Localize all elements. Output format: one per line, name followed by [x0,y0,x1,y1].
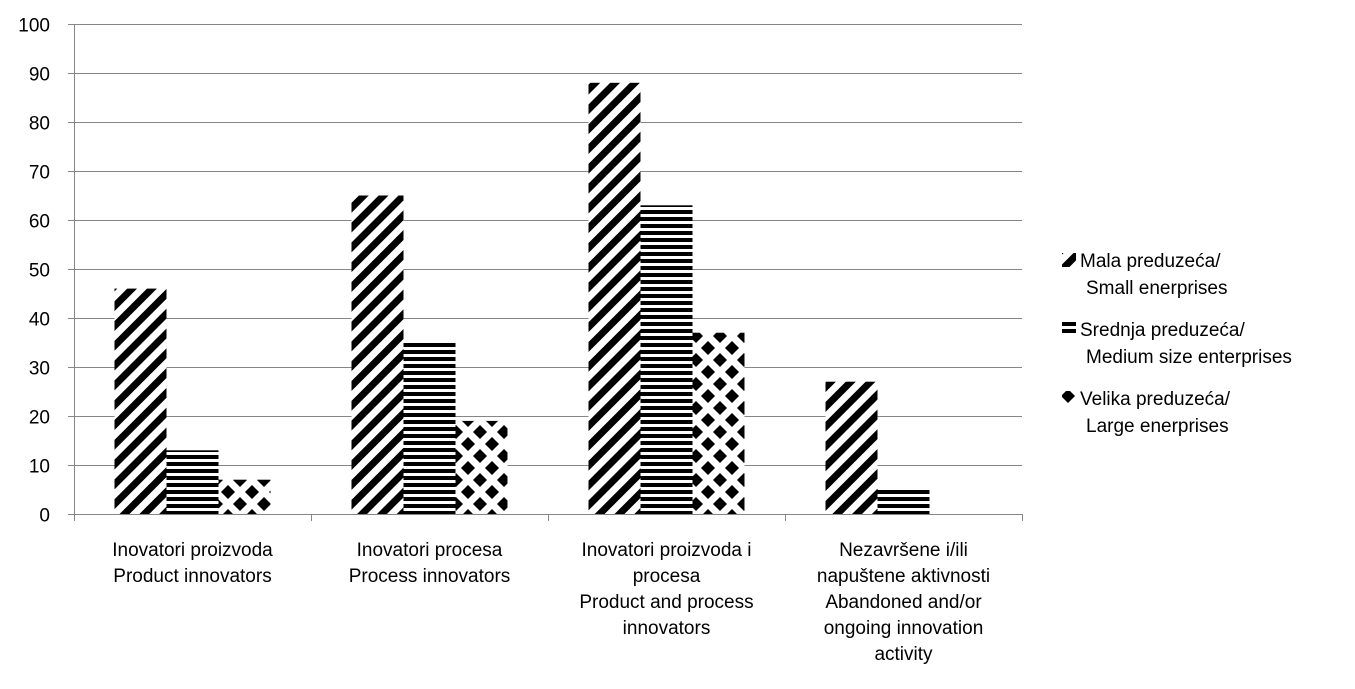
legend-label: Velika preduzeća/Large enerprises [1080,389,1231,437]
legend: Mala preduzeća/Small enerprises Srednja p… [1062,251,1292,437]
bar-diagonal-0 [114,288,167,514]
y-tick-label: 0 [39,506,50,527]
legend-label: Srednja preduzeća/Medium size enterprise… [1080,320,1292,368]
x-tick-label-line: Process innovators [349,566,511,587]
y-tick-label: 30 [29,359,50,380]
y-tick-label: 70 [29,163,50,184]
bar-horizontal-3 [877,489,930,514]
x-tick-label-line: Product innovators [113,566,271,587]
y-tick-label: 50 [29,261,50,282]
legend-label-line: Velika preduzeća/ [1080,389,1231,410]
y-tick-label: 60 [29,212,50,233]
bar-diagonal-2 [588,82,641,515]
x-tick-label-line: activity [874,644,933,665]
x-tick-labels: Inovatori proizvoda Product innovatorsIno… [112,540,990,665]
legend-label-line: Medium size enterprises [1086,347,1292,368]
legend-label-line: Mala preduzeća/ [1080,251,1221,272]
x-tick-label-line: Inovatori proizvoda [112,540,273,561]
bar-diamond-2 [692,332,745,514]
x-tick-label: Nezavršene i/ili napuštene aktivnosti Aban… [817,540,990,665]
x-tick-label-line: Abandoned and/or [825,592,982,613]
bars [114,82,930,515]
legend-label-line: Small enerprises [1086,278,1228,299]
y-tick-label: 10 [29,457,50,478]
x-tick-label-line: Inovatori procesa [357,540,503,561]
y-tick-labels: 0 10 20 30 40 50 60 70 80 90 100 [18,16,50,527]
bar-horizontal-0 [166,450,219,514]
bar-diagonal-3 [825,381,878,514]
legend-label-line: Large enerprises [1086,416,1229,437]
x-tick-label: Inovatori procesa Process innovators [349,540,511,587]
x-tick-label: Inovatori proizvoda Product innovators [112,540,273,587]
y-tick-label: 40 [29,310,50,331]
legend-swatch-diagonal [1062,253,1076,267]
gridlines [74,24,1022,466]
y-tick-label: 90 [29,65,50,86]
y-tick-label: 100 [18,16,50,37]
bar-horizontal-1 [403,342,456,514]
x-tick-label-line: Nezavršene i/ili [839,540,968,561]
bar-horizontal-2 [640,205,693,515]
x-tick-label-line: napuštene aktivnosti [817,566,990,587]
bar-diamond-0 [218,479,271,514]
x-tick-label: Inovatori proizvoda i procesa Product and … [579,540,753,639]
axes [68,24,1023,521]
y-tick-label: 20 [29,408,50,429]
x-tick-label-line: procesa [633,566,701,587]
y-tick-label: 80 [29,114,50,135]
x-tick-label-line: ongoing innovation [824,618,984,639]
bar-diagonal-1 [351,195,404,514]
x-tick-label-line: Product and process [579,592,753,613]
bar-diamond-1 [455,420,508,514]
legend-label: Mala preduzeća/Small enerprises [1080,251,1228,299]
legend-swatch-horizontal [1062,322,1076,336]
x-tick-label-line: innovators [623,618,711,639]
x-tick-label-line: Inovatori proizvoda i [581,540,751,561]
legend-label-line: Srednja preduzeća/ [1080,320,1245,341]
legend-swatch-diamond [1062,391,1076,405]
